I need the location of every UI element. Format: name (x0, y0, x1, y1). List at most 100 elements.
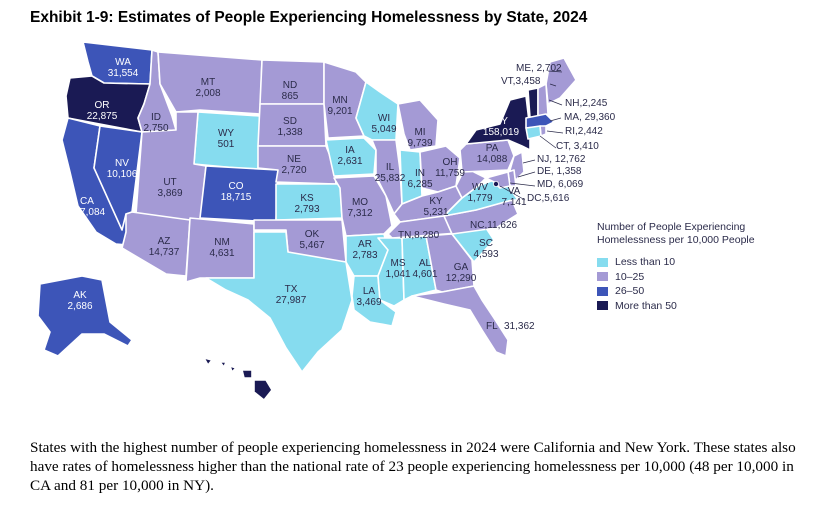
state-value-id: 2,750 (143, 123, 168, 134)
state-value-az: 14,737 (149, 247, 180, 258)
label-separator: , (541, 193, 544, 204)
state-abbr-ne: NE (287, 154, 301, 165)
state-value-sc: 4,593 (473, 249, 498, 260)
state-value: 2,245 (582, 98, 607, 109)
leader-line (549, 83, 557, 87)
state-fl (411, 285, 509, 357)
state-abbr-nm: NM (214, 237, 230, 248)
state-abbr: NJ (537, 154, 549, 165)
state-abbr-mo: MO (352, 197, 368, 208)
label-separator: , (531, 63, 537, 74)
state-value-mi: 9,739 (407, 138, 432, 149)
state-value-ga: 12,290 (446, 273, 477, 284)
state-value: 2,442 (578, 126, 603, 137)
state-value-wi: 5,049 (371, 124, 396, 135)
state-abbr-ut: UT (163, 177, 176, 188)
state-abbr-ks: KS (300, 193, 314, 204)
state-abbr-az: AZ (158, 236, 171, 247)
state-abbr-al: AL (419, 258, 432, 269)
state-ma (525, 113, 555, 129)
state-abbr-ny: NY (494, 116, 508, 127)
state-nh (537, 83, 549, 117)
state-value-wa: 31,554 (108, 68, 139, 79)
state-abbr-tx: TX (285, 284, 298, 295)
state-abbr-mt: MT (201, 77, 215, 88)
state-abbr: MD (537, 179, 553, 190)
state-value-mn: 9,201 (327, 106, 352, 117)
state-abbr-ca: CA (80, 196, 94, 207)
state-abbr-in: IN (415, 168, 425, 179)
caption-text: States with the highest number of people… (30, 439, 796, 494)
state-value: 12,762 (555, 154, 586, 165)
state-label-tn: TN,8,280 (398, 230, 440, 241)
state-value: 3,458 (515, 76, 540, 87)
state-abbr: VT (501, 76, 514, 87)
state-label-me: ME, 2,702 (516, 63, 562, 74)
state-abbr-il: IL (386, 162, 395, 173)
state-label-de: DE, 1,358 (537, 166, 582, 177)
state-abbr-sc: SC (479, 238, 493, 249)
legend-item-less-than-10: Less than 10 (597, 255, 797, 270)
state-abbr: DE (537, 166, 551, 177)
label-separator: , (579, 112, 585, 123)
state-abbr-wa: WA (115, 57, 131, 68)
state-tx (205, 231, 353, 373)
state-label-nc: NC,11,626 (470, 220, 518, 231)
state-value-ok: 5,467 (299, 240, 324, 251)
state-value-nd: 865 (282, 91, 299, 102)
state-value-sd: 1,338 (277, 127, 302, 138)
state-abbr-sd: SD (283, 116, 297, 127)
leader-line (517, 171, 536, 178)
state-md (485, 171, 511, 189)
state-value-oh: 11,759 (435, 168, 465, 179)
state-ia (325, 137, 377, 177)
state-value-hi: 11,637 (212, 378, 242, 389)
state-value-ks: 2,793 (294, 204, 319, 215)
state-value-ar: 2,783 (352, 250, 377, 261)
state-value-co: 18,715 (221, 192, 252, 203)
leader-line (522, 159, 536, 164)
state-abbr-wi: WI (378, 113, 390, 124)
state-abbr-ar: AR (358, 239, 372, 250)
leader-line (549, 117, 562, 122)
map-legend: Number of People Experiencing Homelessne… (597, 221, 797, 313)
label-separator: , (549, 154, 555, 165)
state-value-il: 25,832 (375, 173, 406, 184)
leader-line (509, 182, 536, 187)
state-value-wv: 1,779 (467, 193, 492, 204)
state-value-ak: 2,686 (67, 301, 92, 312)
state-abbr: MA (564, 112, 579, 123)
state-abbr-ak: AK (73, 290, 87, 301)
label-separator: , (553, 179, 559, 190)
state-al (401, 235, 437, 301)
state-value: 1,358 (556, 166, 581, 177)
legend-label: Less than 10 (615, 256, 676, 269)
legend-item-26-50: 26–50 (597, 284, 797, 299)
state-abbr: CT (556, 141, 569, 152)
state-value: 11,626 (487, 220, 517, 231)
state-label-nh: NH,2,245 (565, 98, 608, 109)
state-abbr-or: OR (95, 100, 110, 111)
state-wi (355, 81, 399, 141)
exhibit-title: Exhibit 1-9: Estimates of People Experie… (30, 9, 588, 26)
state-abbr-pa: PA (486, 143, 499, 154)
state-abbr-id: ID (151, 112, 161, 123)
state-value-la: 3,469 (356, 297, 381, 308)
state-label-ct: CT, 3,410 (556, 141, 599, 152)
state-abbr-wy: WY (218, 128, 234, 139)
legend-label: 26–50 (615, 285, 645, 298)
state-abbr-wv: WV (472, 182, 488, 193)
label-separator: , (484, 220, 487, 231)
state-vt (527, 87, 539, 119)
state-abbr-nv: NV (115, 158, 129, 169)
label-separator: , (575, 126, 578, 137)
state-value-ia: 2,631 (337, 156, 362, 167)
legend-swatch (597, 301, 608, 311)
leader-line (546, 130, 564, 134)
state-label-ri: RI,2,442 (565, 126, 603, 137)
state-hi (203, 357, 273, 401)
state-abbr-nd: ND (283, 80, 297, 91)
legend-swatch (597, 272, 608, 282)
state-label-md: MD, 6,069 (537, 179, 584, 190)
